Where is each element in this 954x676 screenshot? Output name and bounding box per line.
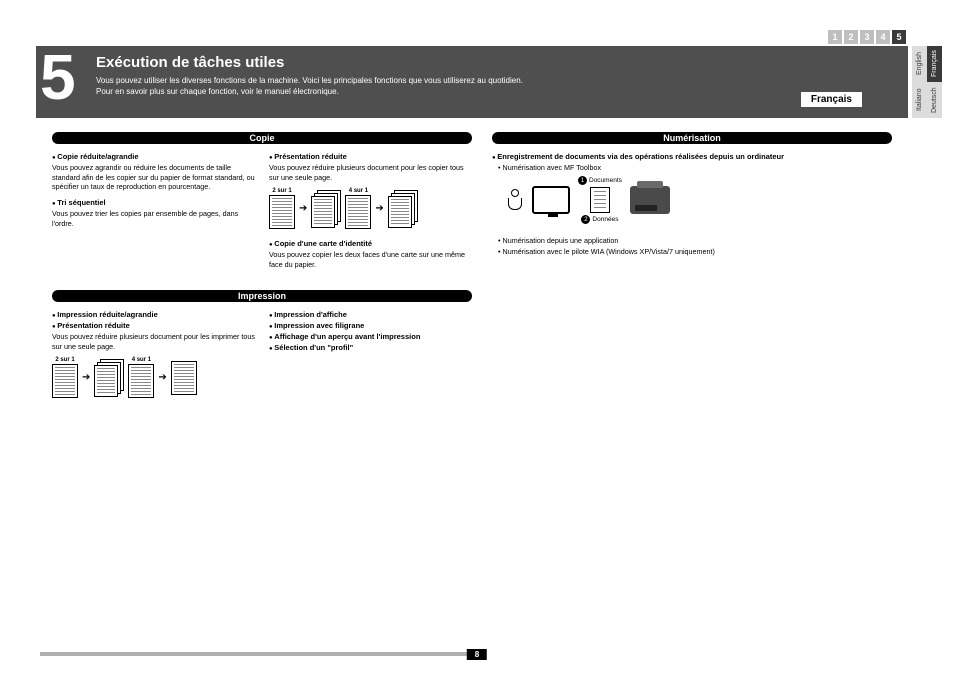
presentation-reduite-title: Présentation réduite: [269, 152, 472, 161]
monitor-icon: [532, 186, 570, 214]
copie-diag-label-1: 2 sur 1: [272, 188, 291, 194]
impression-apercu-title: Affichage d'un aperçu avant l'impression: [269, 332, 472, 341]
numerisation-item-2: Numérisation depuis une application: [498, 236, 892, 245]
nav-step-5: 5: [892, 30, 906, 44]
scan-diagram: 1 Documents 2 Données: [506, 176, 892, 224]
paper-icon: [590, 187, 610, 213]
callout-donnees: 2 Données: [581, 215, 618, 224]
section-desc-line1: Vous pouvez utiliser les diverses foncti…: [96, 75, 896, 86]
copie-carte-text: Vous pouvez copier les deux faces d'une …: [269, 250, 472, 269]
impression-profil-title: Sélection d'un "profil": [269, 343, 472, 352]
arrow-icon: ➔: [299, 203, 307, 214]
impression-body: Impression réduite/agrandie Présentation…: [52, 310, 472, 408]
section-title: Exécution de tâches utiles: [96, 54, 896, 71]
left-column: Copie Copie réduite/agrandie Vous pouvez…: [52, 132, 472, 408]
copie-col-right: Présentation réduite Vous pouvez réduire…: [269, 152, 472, 276]
impression-filigrane-title: Impression avec filigrane: [269, 321, 472, 330]
tri-sequentiel-title: Tri séquentiel: [52, 198, 255, 207]
copie-diag-label-2: 4 sur 1: [349, 188, 368, 194]
copie-reduite-title: Copie réduite/agrandie: [52, 152, 255, 161]
copie-carte-title: Copie d'une carte d'identité: [269, 239, 472, 248]
imp-diag-label-2: 4 sur 1: [132, 357, 151, 363]
presentation-reduite-text: Vous pouvez réduire plusieurs document p…: [269, 163, 472, 182]
lang-tab-italiano: Italiano: [912, 82, 927, 118]
lang-tab-english: English: [912, 46, 927, 82]
callout-documents-text: Documents: [589, 177, 622, 184]
impression-col-right: Impression d'affiche Impression avec fil…: [269, 310, 472, 408]
arrow-icon: ➔: [375, 203, 383, 214]
impression-pres-text: Vous pouvez réduire plusieurs document p…: [52, 332, 255, 351]
circle-num-1: 1: [578, 176, 587, 185]
copie-reduite-text: Vous pouvez agrandir ou réduire les docu…: [52, 163, 255, 192]
nav-step-3: 3: [860, 30, 874, 44]
impression-affiche-title: Impression d'affiche: [269, 310, 472, 319]
nav-step-1: 1: [828, 30, 842, 44]
page-step-nav: 1 2 3 4 5: [828, 30, 906, 44]
doc-stack-icon: [94, 359, 124, 397]
arrow-icon: ➔: [82, 372, 90, 383]
circle-num-2: 2: [581, 215, 590, 224]
doc-stack-icon: [388, 190, 418, 228]
lang-tab-deutsch: Deutsch: [927, 82, 942, 118]
arrow-icon: ➔: [158, 372, 166, 383]
doc-thumb-icon: [345, 195, 371, 229]
tri-sequentiel-text: Vous pouvez trier les copies par ensembl…: [52, 209, 255, 228]
copie-col-left: Copie réduite/agrandie Vous pouvez agran…: [52, 152, 255, 276]
impression-col-left: Impression réduite/agrandie Présentation…: [52, 310, 255, 408]
doc-thumb-icon: [128, 364, 154, 398]
doc-thumb-icon: [269, 195, 295, 229]
language-tab-strip: English Français Italiano Deutsch: [912, 46, 942, 118]
doc-stack-icon: [311, 190, 341, 228]
nav-step-4: 4: [876, 30, 890, 44]
content-area: Copie Copie réduite/agrandie Vous pouvez…: [52, 132, 892, 408]
lang-tab-francais: Français: [927, 46, 942, 82]
callout-donnees-text: Données: [592, 216, 618, 223]
doc-thumb-icon: [171, 361, 197, 395]
doc-thumb-icon: [52, 364, 78, 398]
nav-step-2: 2: [844, 30, 858, 44]
numerisation-intro-title: Enregistrement de documents via des opér…: [492, 152, 892, 161]
copie-diagram: 2 sur 1 ➔ 4 sur 1 ➔: [269, 188, 472, 229]
numerisation-header: Numérisation: [492, 132, 892, 144]
section-desc-line2: Pour en savoir plus sur chaque fonction,…: [96, 86, 896, 97]
right-column: Numérisation Enregistrement de documents…: [492, 132, 892, 408]
page-number: 8: [467, 649, 487, 660]
numerisation-item-3: Numérisation avec le pilote WIA (Windows…: [498, 247, 892, 256]
callout-documents: 1 Documents: [578, 176, 622, 185]
copie-body: Copie réduite/agrandie Vous pouvez agran…: [52, 152, 472, 276]
numerisation-item-1: Numérisation avec MF Toolbox: [498, 163, 892, 172]
impression-diagram: 2 sur 1 ➔ 4 sur 1 ➔: [52, 357, 255, 398]
imp-diag-label-1: 2 sur 1: [55, 357, 74, 363]
impression-reduite-title: Impression réduite/agrandie: [52, 310, 255, 319]
section-header-bar: 5 Exécution de tâches utiles Vous pouvez…: [36, 46, 908, 118]
language-badge: Français: [801, 92, 862, 107]
impression-pres-title: Présentation réduite: [52, 321, 255, 330]
copie-header: Copie: [52, 132, 472, 144]
printer-icon: [630, 186, 670, 214]
impression-header: Impression: [52, 290, 472, 302]
person-icon: [506, 189, 524, 211]
section-number: 5: [40, 40, 76, 114]
